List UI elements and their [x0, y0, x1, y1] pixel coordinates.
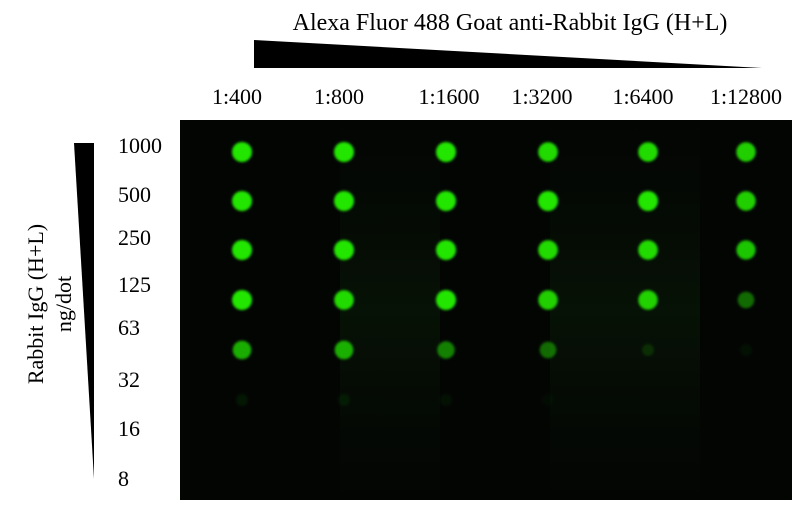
dot-signal — [638, 240, 658, 260]
dilution-label: 1:800 — [313, 84, 365, 109]
dot-signal — [334, 142, 354, 162]
dot-signal — [334, 191, 354, 211]
dot-signal — [334, 290, 354, 310]
figure-title: Alexa Fluor 488 Goat anti-Rabbit IgG (H+… — [292, 10, 728, 36]
dot-signal — [232, 142, 252, 162]
amount-label: 500 — [118, 182, 151, 207]
y-axis-title-line2: ng/dot — [51, 275, 76, 333]
dot-signal — [232, 191, 252, 211]
dot-signal — [236, 394, 248, 406]
dot-signal — [542, 394, 554, 406]
dot-signal — [538, 290, 558, 310]
amount-label: 32 — [118, 367, 140, 392]
dot-signal — [334, 340, 354, 360]
dilution-label: 1:3200 — [511, 84, 573, 109]
dot-signal — [638, 142, 658, 162]
y-axis-title-line1: Rabbit IgG (H+L) — [23, 223, 48, 385]
antibody-dilution-wedge — [254, 40, 762, 68]
background-haze — [340, 120, 440, 500]
dot-signal — [334, 240, 354, 260]
dilution-label: 1:1600 — [418, 84, 480, 109]
dilution-label: 1:400 — [211, 84, 263, 109]
dot-blot-membrane — [180, 120, 792, 500]
dilution-label: 1:12800 — [709, 84, 783, 109]
dot-signal — [436, 290, 456, 310]
dot-signal — [436, 240, 456, 260]
amount-label: 1000 — [118, 133, 162, 158]
dot-signal — [642, 344, 654, 356]
dilution-label: 1:6400 — [612, 84, 674, 109]
antigen-amount-wedge — [74, 143, 94, 479]
amount-label: 63 — [118, 315, 140, 340]
dot-blot-image — [232, 120, 756, 500]
dot-signal — [539, 341, 557, 359]
amount-label: 8 — [118, 466, 129, 491]
y-axis-title: Rabbit IgG (H+L) ng/dot — [22, 174, 78, 434]
amount-label: 16 — [118, 416, 140, 441]
dot-signal — [740, 344, 752, 356]
dot-signal — [440, 394, 452, 406]
dot-signal — [538, 240, 558, 260]
dot-signal — [232, 290, 252, 310]
dot-signal — [538, 142, 558, 162]
dot-signal — [338, 394, 350, 406]
dot-signal — [638, 191, 658, 211]
background-haze — [550, 120, 700, 500]
dot-signal — [638, 290, 658, 310]
dot-signal — [736, 240, 756, 260]
dot-signal — [436, 191, 456, 211]
dot-signal — [437, 341, 455, 359]
dot-signal — [538, 191, 558, 211]
dot-signal — [232, 240, 252, 260]
dot-signal — [737, 291, 755, 309]
dot-signal — [736, 191, 756, 211]
amount-label: 125 — [118, 272, 151, 297]
amount-label: 250 — [118, 225, 151, 250]
dot-signal — [232, 340, 252, 360]
dot-signal — [436, 142, 456, 162]
dot-signal — [736, 142, 756, 162]
